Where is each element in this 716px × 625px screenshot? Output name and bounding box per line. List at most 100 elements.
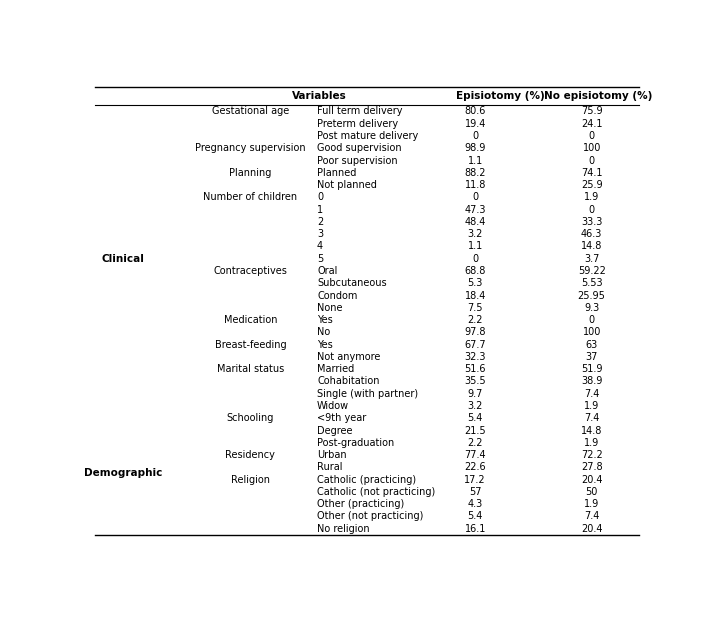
Text: 14.8: 14.8 [581,241,602,251]
Text: 20.4: 20.4 [581,474,602,484]
Text: 3: 3 [317,229,323,239]
Text: Schooling: Schooling [227,413,274,423]
Text: 51.9: 51.9 [581,364,602,374]
Text: 88.2: 88.2 [465,168,486,178]
Text: 1.1: 1.1 [468,241,483,251]
Text: 47.3: 47.3 [465,204,486,214]
Text: Other (not practicing): Other (not practicing) [317,511,423,521]
Text: Catholic (not practicing): Catholic (not practicing) [317,487,435,497]
Text: 25.95: 25.95 [578,291,606,301]
Text: Cohabitation: Cohabitation [317,376,379,386]
Text: 100: 100 [583,143,601,153]
Text: Religion: Religion [231,474,270,484]
Text: Subcutaneous: Subcutaneous [317,278,387,288]
Text: 1.9: 1.9 [584,438,599,448]
Text: 75.9: 75.9 [581,106,602,116]
Text: 5.4: 5.4 [468,511,483,521]
Text: Number of children: Number of children [203,192,297,202]
Text: 9.3: 9.3 [584,302,599,312]
Text: 77.4: 77.4 [465,450,486,460]
Text: 0: 0 [472,192,478,202]
Text: 37: 37 [586,352,598,362]
Text: 68.8: 68.8 [465,266,486,276]
Text: 4: 4 [317,241,323,251]
Text: Urban: Urban [317,450,347,460]
Text: 7.4: 7.4 [584,511,599,521]
Text: 17.2: 17.2 [465,474,486,484]
Text: Condom: Condom [317,291,357,301]
Text: 19.4: 19.4 [465,119,486,129]
Text: 11.8: 11.8 [465,180,486,190]
Text: 27.8: 27.8 [581,462,602,472]
Text: Married: Married [317,364,354,374]
Text: 4.3: 4.3 [468,499,483,509]
Text: Oral: Oral [317,266,337,276]
Text: 7.4: 7.4 [584,389,599,399]
Text: 25.9: 25.9 [581,180,602,190]
Text: 5.3: 5.3 [468,278,483,288]
Text: 1: 1 [317,204,323,214]
Text: 0: 0 [472,131,478,141]
Text: 18.4: 18.4 [465,291,486,301]
Text: 0: 0 [472,254,478,264]
Text: 22.6: 22.6 [465,462,486,472]
Text: 0: 0 [589,315,595,325]
Text: Preterm delivery: Preterm delivery [317,119,398,129]
Text: 3.7: 3.7 [584,254,599,264]
Text: 0: 0 [317,192,323,202]
Text: 74.1: 74.1 [581,168,602,178]
Text: 1.9: 1.9 [584,401,599,411]
Text: Medication: Medication [223,315,277,325]
Text: Degree: Degree [317,426,352,436]
Text: <9th year: <9th year [317,413,367,423]
Text: Breast-feeding: Breast-feeding [215,339,286,349]
Text: Not anymore: Not anymore [317,352,380,362]
Text: 80.6: 80.6 [465,106,486,116]
Text: 21.5: 21.5 [465,426,486,436]
Text: Marital status: Marital status [217,364,284,374]
Text: 16.1: 16.1 [465,524,486,534]
Text: Catholic (practicing): Catholic (practicing) [317,474,416,484]
Text: 3.2: 3.2 [468,229,483,239]
Text: 2: 2 [317,217,323,227]
Text: 72.2: 72.2 [581,450,603,460]
Text: Contraceptives: Contraceptives [213,266,287,276]
Text: 59.22: 59.22 [578,266,606,276]
Text: 50: 50 [586,487,598,497]
Text: 51.6: 51.6 [465,364,486,374]
Text: Rural: Rural [317,462,342,472]
Text: Variables: Variables [292,91,347,101]
Text: 2.2: 2.2 [468,315,483,325]
Text: 24.1: 24.1 [581,119,602,129]
Text: 5: 5 [317,254,323,264]
Text: Post mature delivery: Post mature delivery [317,131,418,141]
Text: 67.7: 67.7 [465,339,486,349]
Text: None: None [317,302,342,312]
Text: Gestational age: Gestational age [212,106,289,116]
Text: Pregnancy supervision: Pregnancy supervision [195,143,306,153]
Text: Post-graduation: Post-graduation [317,438,395,448]
Text: 46.3: 46.3 [581,229,602,239]
Text: 33.3: 33.3 [581,217,602,227]
Text: Single (with partner): Single (with partner) [317,389,418,399]
Text: 5.4: 5.4 [468,413,483,423]
Text: 63: 63 [586,339,598,349]
Text: 0: 0 [589,131,595,141]
Text: Other (practicing): Other (practicing) [317,499,405,509]
Text: Residency: Residency [226,450,276,460]
Text: Yes: Yes [317,339,333,349]
Text: Planned: Planned [317,168,357,178]
Text: No: No [317,328,330,338]
Text: No episiotomy (%): No episiotomy (%) [544,91,653,101]
Text: 3.2: 3.2 [468,401,483,411]
Text: 57: 57 [469,487,481,497]
Text: Planning: Planning [229,168,271,178]
Text: 48.4: 48.4 [465,217,486,227]
Text: 97.8: 97.8 [465,328,486,338]
Text: 32.3: 32.3 [465,352,486,362]
Text: Yes: Yes [317,315,333,325]
Text: 1.9: 1.9 [584,192,599,202]
Text: 14.8: 14.8 [581,426,602,436]
Text: 2.2: 2.2 [468,438,483,448]
Text: 0: 0 [589,204,595,214]
